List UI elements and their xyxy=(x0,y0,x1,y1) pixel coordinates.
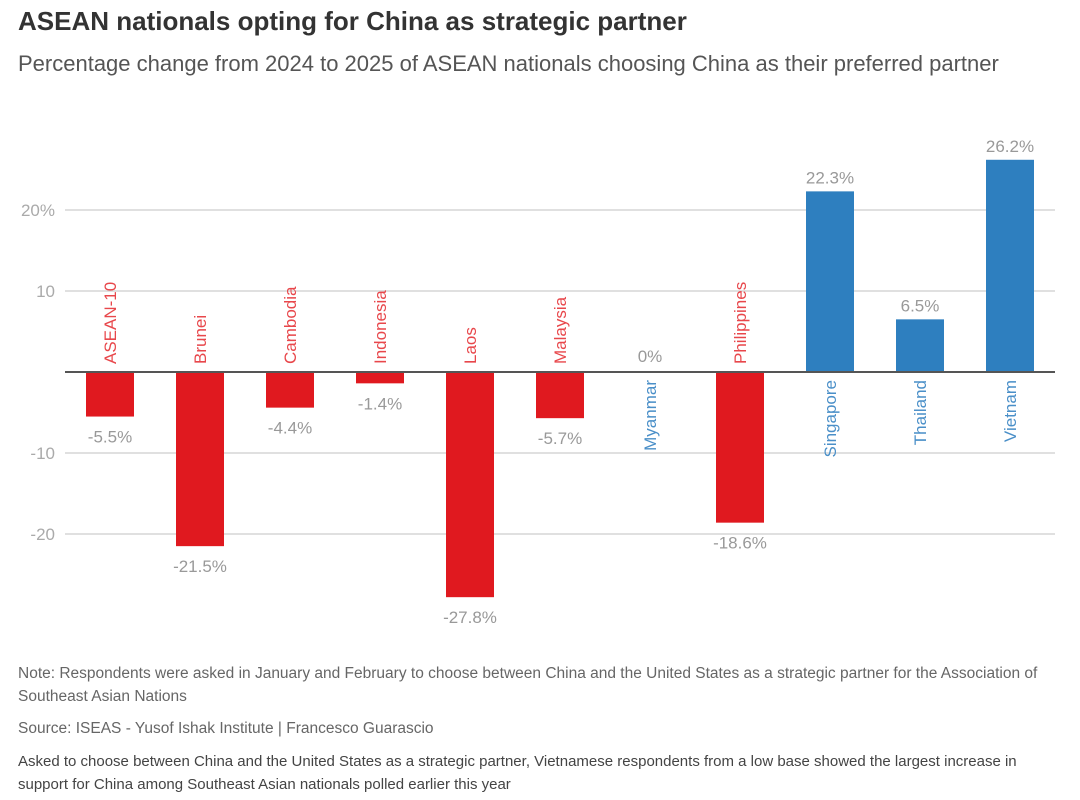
data-label: 26.2% xyxy=(986,137,1034,156)
bar xyxy=(806,191,854,372)
bar xyxy=(86,372,134,417)
bar xyxy=(176,372,224,547)
data-label: -1.4% xyxy=(358,394,402,413)
bar xyxy=(446,372,494,598)
chart-note: Note: Respondents were asked in January … xyxy=(18,665,1038,705)
data-label: -5.7% xyxy=(538,429,582,448)
data-label: 0% xyxy=(638,347,663,366)
bar xyxy=(356,372,404,384)
bar xyxy=(536,372,584,419)
y-tick-label: -10 xyxy=(30,444,55,463)
data-label: -21.5% xyxy=(173,557,227,576)
y-tick-label: 10 xyxy=(36,282,55,301)
category-label: Myanmar xyxy=(641,380,660,451)
category-label: Laos xyxy=(461,327,480,364)
data-label: -27.8% xyxy=(443,608,497,627)
bar xyxy=(896,319,944,372)
data-label: -18.6% xyxy=(713,534,767,553)
bar xyxy=(716,372,764,523)
chart-title: ASEAN nationals opting for China as stra… xyxy=(18,6,687,36)
chart-source: Source: ISEAS - Yusof Ishak Institute | … xyxy=(18,720,434,737)
category-label: Philippines xyxy=(731,282,750,364)
bar-chart: 20% 10 -10 -20 -5.5% ASEAN-10 -21.5% Brunei -4.4… xyxy=(21,137,1055,627)
data-label: -4.4% xyxy=(268,419,312,438)
category-label: Vietnam xyxy=(1001,380,1020,442)
chart-subtitle: Percentage change from 2024 to 2025 of A… xyxy=(18,51,999,76)
y-tick-label: 20% xyxy=(21,201,55,220)
bar xyxy=(266,372,314,408)
data-label: 22.3% xyxy=(806,168,854,187)
category-label: Cambodia xyxy=(281,286,300,364)
chart-caption: Asked to choose between China and the Un… xyxy=(18,753,1017,793)
category-label: Singapore xyxy=(821,380,840,458)
category-label: ASEAN-10 xyxy=(101,282,120,364)
y-tick-label: -20 xyxy=(30,525,55,544)
data-label: 6.5% xyxy=(901,296,940,315)
category-label: Indonesia xyxy=(371,290,390,364)
data-label: -5.5% xyxy=(88,428,132,447)
category-label: Brunei xyxy=(191,315,210,364)
category-label: Malaysia xyxy=(551,296,570,364)
category-label: Thailand xyxy=(911,380,930,445)
bar xyxy=(986,159,1034,372)
